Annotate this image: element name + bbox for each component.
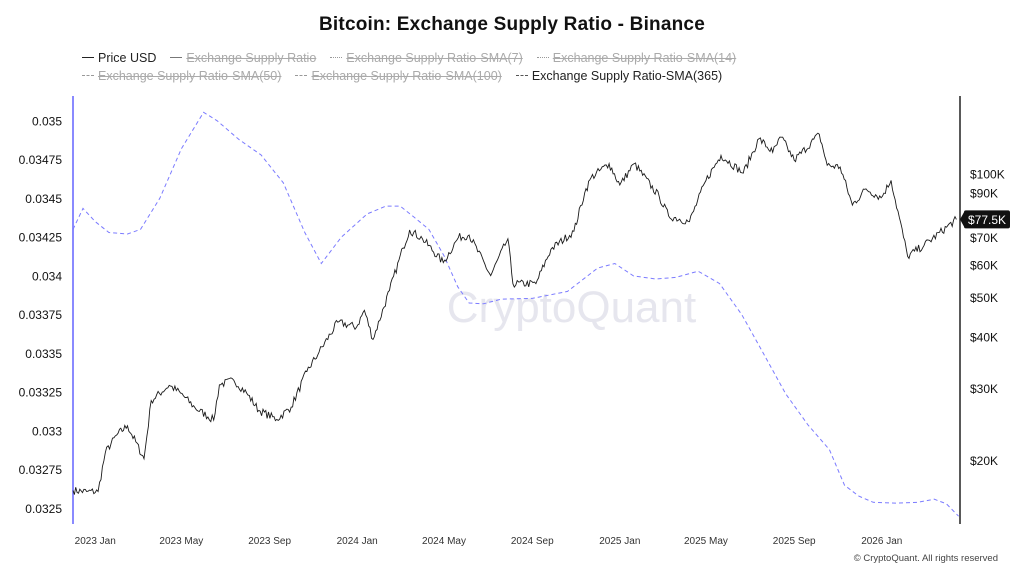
last-value-badge <box>964 210 1010 229</box>
y-left-tick-label: 0.03475 <box>19 153 63 167</box>
legend-swatch-icon <box>170 57 183 59</box>
y-left-tick-label: 0.0345 <box>25 192 62 206</box>
legend: Price USD Exchange Supply Ratio Exchange S… <box>82 49 962 85</box>
legend-label: Exchange Supply Ratio-SMA(14) <box>552 51 737 65</box>
last-value-label: $77.5K <box>968 213 1006 227</box>
x-tick-label: 2023 Jan <box>75 536 116 547</box>
y-left-tick-label: 0.0325 <box>25 502 62 516</box>
legend-item-6[interactable]: Exchange Supply Ratio-SMA(365) <box>515 67 723 85</box>
legend-item-0[interactable]: Price USD <box>82 49 156 67</box>
legend-swatch-icon <box>330 57 343 59</box>
x-tick-label: 2025 Sep <box>773 536 816 547</box>
y-right-tick-label: $50K <box>970 291 998 305</box>
legend-swatch-icon <box>515 75 528 77</box>
legend-swatch-icon <box>536 57 549 59</box>
watermark-text: CryptoQuant <box>447 283 696 332</box>
y-left-tick-label: 0.03425 <box>19 231 63 245</box>
last-value-badge-pointer <box>960 210 965 229</box>
series-line-sma365 <box>72 111 959 517</box>
legend-label: Price USD <box>98 51 157 65</box>
chart-title: Bitcoin: Exchange Supply Ratio - Binance <box>319 14 705 35</box>
legend-label: Exchange Supply Ratio <box>186 51 317 65</box>
y-right-tick-label: $90K <box>970 186 998 200</box>
legend-label: Exchange Supply Ratio-SMA(365) <box>531 69 723 83</box>
legend-swatch-icon <box>82 57 94 59</box>
legend-swatch-icon <box>295 75 308 77</box>
x-tick-label: 2026 Jan <box>861 536 902 547</box>
x-tick-label: 2024 Jan <box>337 536 378 547</box>
x-tick-label: 2025 May <box>684 536 728 547</box>
y-left-tick-label: 0.034 <box>32 269 62 283</box>
legend-item-2[interactable]: Exchange Supply Ratio-SMA(7) <box>330 49 523 67</box>
x-tick-label: 2023 Sep <box>248 536 291 547</box>
series-line-price <box>72 132 957 495</box>
x-tick-label: 2023 May <box>159 536 203 547</box>
legend-item-4[interactable]: Exchange Supply Ratio-SMA(50) <box>82 67 281 85</box>
y-right-tick-label: $30K <box>970 382 998 396</box>
legend-item-5[interactable]: Exchange Supply Ratio-SMA(100) <box>295 67 502 85</box>
y-left-tick-label: 0.03375 <box>19 308 63 322</box>
copyright-footer: © CryptoQuant. All rights reserved <box>853 553 998 564</box>
legend-label: Exchange Supply Ratio-SMA(50) <box>98 69 282 83</box>
y-left-tick-label: 0.03325 <box>19 386 63 400</box>
y-right-tick-label: $20K <box>970 454 998 468</box>
legend-label: Exchange Supply Ratio-SMA(7) <box>346 51 523 65</box>
y-right-tick-label: $70K <box>970 231 998 245</box>
legend-item-1[interactable]: Exchange Supply Ratio <box>170 49 316 67</box>
y-right-tick-label: $60K <box>970 258 998 272</box>
x-tick-label: 2024 Sep <box>511 536 554 547</box>
legend-label: Exchange Supply Ratio-SMA(100) <box>311 69 502 83</box>
y-left-tick-label: 0.033 <box>32 424 62 438</box>
x-tick-label: 2024 May <box>422 536 466 547</box>
y-right-tick-label: $40K <box>970 331 998 345</box>
y-right-tick-label: $100K <box>970 168 1005 182</box>
y-left-tick-label: 0.0335 <box>25 347 62 361</box>
y-left-tick-label: 0.035 <box>32 114 62 128</box>
x-tick-label: 2025 Jan <box>599 536 640 547</box>
legend-swatch-icon <box>82 75 94 77</box>
legend-item-3[interactable]: Exchange Supply Ratio-SMA(14) <box>536 49 737 67</box>
y-left-tick-label: 0.03275 <box>19 463 63 477</box>
